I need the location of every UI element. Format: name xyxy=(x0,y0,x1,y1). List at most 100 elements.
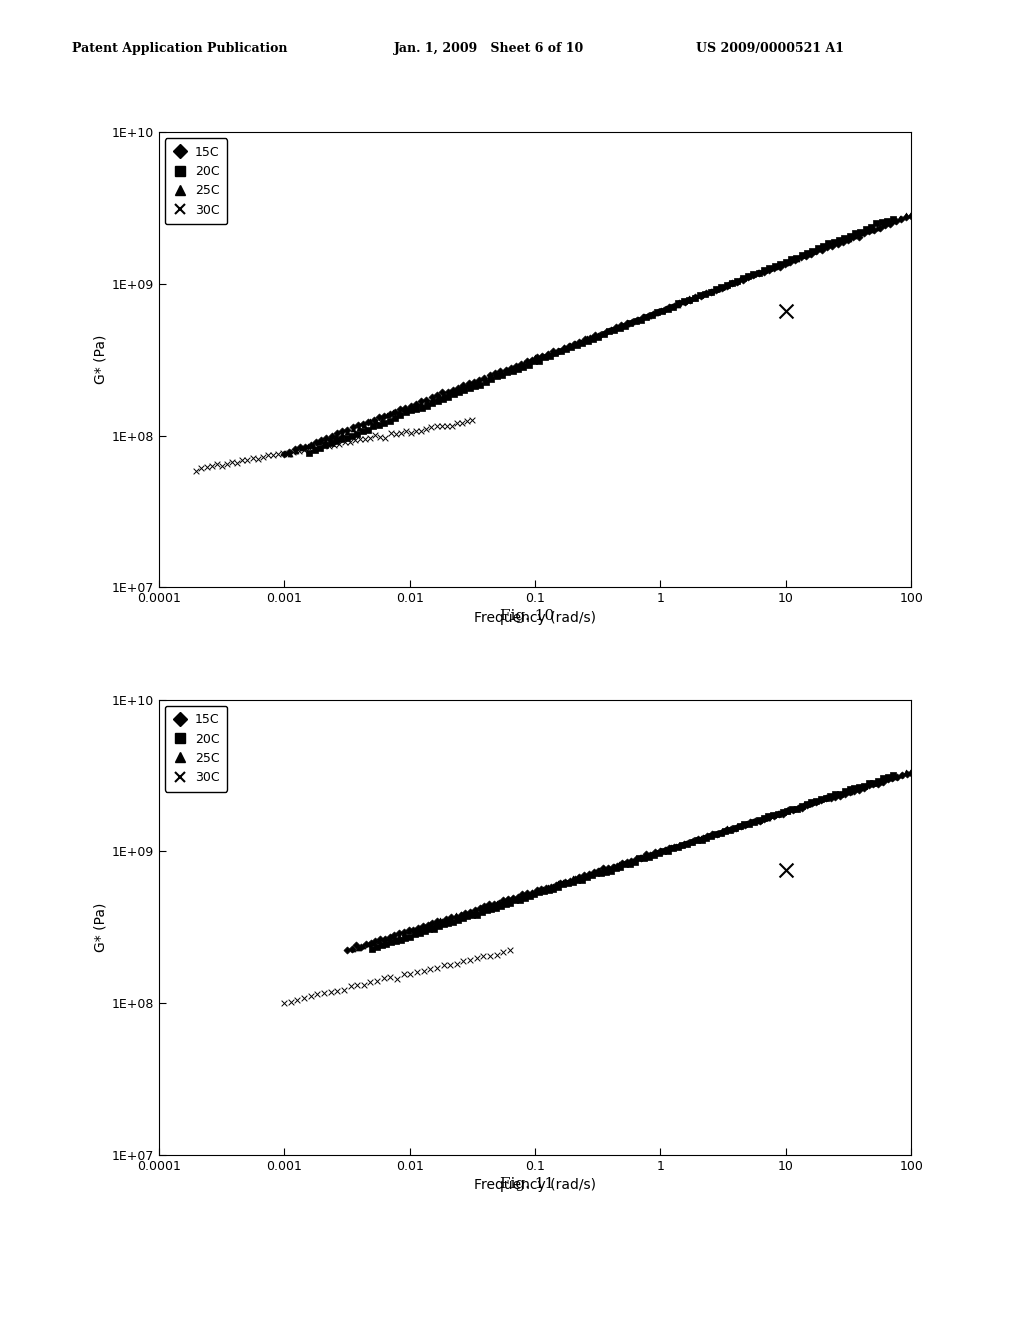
25C xyxy=(652,300,669,321)
20C xyxy=(402,399,419,420)
20C xyxy=(472,374,488,395)
25C xyxy=(362,411,379,432)
15C xyxy=(690,829,707,850)
30C xyxy=(291,441,307,462)
30C xyxy=(377,426,393,447)
20C xyxy=(354,421,371,442)
15C xyxy=(444,379,461,400)
30C xyxy=(475,945,492,966)
30C xyxy=(409,961,425,982)
25C xyxy=(739,813,756,834)
20C xyxy=(525,350,542,371)
20C xyxy=(574,333,591,354)
30C xyxy=(240,449,256,470)
15C xyxy=(429,911,445,932)
15C xyxy=(508,355,524,376)
20C xyxy=(727,817,743,838)
30C xyxy=(315,982,332,1003)
15C xyxy=(751,263,767,284)
25C xyxy=(305,434,322,455)
20C xyxy=(366,416,382,437)
20C xyxy=(870,771,887,792)
25C xyxy=(750,261,766,282)
15C xyxy=(833,785,849,807)
30C xyxy=(349,974,366,995)
20C xyxy=(863,216,880,238)
20C xyxy=(369,936,385,957)
15C xyxy=(490,892,507,913)
15C xyxy=(666,837,682,858)
15C xyxy=(692,285,709,306)
25C xyxy=(831,784,848,805)
25C xyxy=(673,834,689,855)
20C xyxy=(698,828,715,849)
Y-axis label: G* (Pa): G* (Pa) xyxy=(93,903,108,952)
15C xyxy=(552,873,568,894)
25C xyxy=(584,326,600,347)
25C xyxy=(401,920,418,941)
25C xyxy=(780,800,797,821)
15C xyxy=(571,866,588,887)
25C xyxy=(478,895,495,916)
15C xyxy=(582,327,598,348)
15C xyxy=(703,824,720,845)
20C xyxy=(424,392,440,413)
15C xyxy=(402,396,419,417)
25C xyxy=(698,282,715,304)
25C xyxy=(903,760,920,781)
15C xyxy=(851,780,867,801)
30C xyxy=(199,457,215,478)
20C xyxy=(846,777,862,799)
15C xyxy=(680,833,696,854)
25C xyxy=(453,903,469,924)
25C xyxy=(632,846,648,867)
15C xyxy=(752,810,768,832)
15C xyxy=(618,851,635,873)
25C xyxy=(775,801,792,822)
15C xyxy=(377,929,393,950)
15C xyxy=(307,432,324,453)
15C xyxy=(550,341,566,362)
15C xyxy=(577,329,593,350)
15C xyxy=(350,414,367,436)
15C xyxy=(496,890,512,911)
30C xyxy=(356,428,373,449)
15C xyxy=(638,843,654,865)
20C xyxy=(450,909,466,931)
20C xyxy=(885,209,901,230)
20C xyxy=(536,880,552,902)
15C xyxy=(453,904,469,925)
15C xyxy=(557,871,573,892)
20C xyxy=(627,851,643,873)
15C xyxy=(355,413,372,434)
20C xyxy=(860,772,877,793)
15C xyxy=(787,249,804,271)
25C xyxy=(550,341,566,362)
15C xyxy=(888,211,904,232)
15C xyxy=(344,417,360,438)
20C xyxy=(837,780,853,801)
15C xyxy=(438,909,455,931)
30C xyxy=(464,409,480,430)
25C xyxy=(345,939,361,960)
15C xyxy=(486,363,503,384)
25C xyxy=(381,928,397,949)
25C xyxy=(550,873,566,894)
25C xyxy=(657,838,674,859)
20C xyxy=(654,300,671,321)
20C xyxy=(772,253,788,275)
20C xyxy=(547,342,563,363)
20C xyxy=(580,330,596,351)
15C xyxy=(814,239,830,260)
15C xyxy=(882,214,898,235)
15C xyxy=(793,247,809,268)
20C xyxy=(827,784,844,805)
20C xyxy=(555,874,571,895)
30C xyxy=(260,445,276,466)
25C xyxy=(334,424,350,445)
Y-axis label: G* (Pa): G* (Pa) xyxy=(93,335,108,384)
20C xyxy=(419,396,435,417)
30C xyxy=(502,939,518,960)
30C xyxy=(309,983,326,1005)
20C xyxy=(756,808,772,829)
